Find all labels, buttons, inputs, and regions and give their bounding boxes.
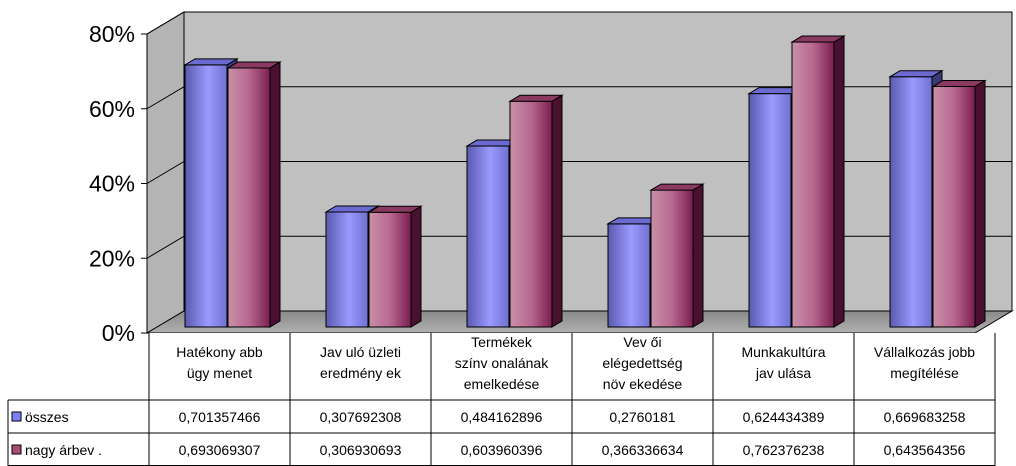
bar-side [410, 205, 422, 328]
bar-side [551, 94, 563, 328]
data-value: 0,307692308 [320, 409, 402, 425]
category-label: elégedettség [602, 355, 682, 371]
bar-front [650, 189, 694, 328]
bar-front [325, 211, 369, 328]
data-value: 0,306930693 [320, 442, 402, 458]
y-tick-label: 0% [102, 320, 135, 346]
category-label: Munkakultúra [741, 344, 825, 360]
bar-side [269, 61, 281, 328]
y-tick-label: 80% [89, 21, 135, 47]
bar [367, 205, 423, 328]
bar-front [368, 211, 412, 328]
legend-swatch [11, 444, 22, 455]
bar-front [509, 100, 553, 328]
data-value: 0,624434389 [743, 409, 825, 425]
category-label: emelkedése [464, 376, 540, 392]
y-tick-label: 20% [89, 245, 135, 271]
bar-front [466, 145, 510, 328]
gridline [146, 235, 1012, 259]
category-label: Termékek [471, 334, 533, 350]
data-value: 0,2760181 [609, 409, 675, 425]
bar-top [508, 94, 564, 102]
series-name: nagy árbev . [25, 442, 102, 458]
category-label: jav ulása [755, 365, 811, 381]
data-value: 0,701357466 [179, 409, 261, 425]
bar-front [227, 67, 271, 328]
bar-top [367, 205, 423, 213]
data-value: 0,366336634 [602, 442, 684, 458]
bar-front [607, 223, 651, 328]
bar-top [226, 61, 282, 69]
bar [649, 183, 705, 328]
category-label: Vállalkozás jobb [874, 344, 975, 360]
bar-side [974, 79, 986, 328]
data-value: 0,643564356 [884, 442, 966, 458]
gridline [146, 161, 1012, 184]
data-value: 0,669683258 [884, 409, 966, 425]
gridline [146, 11, 1012, 35]
bar-top [888, 70, 944, 78]
legend-swatch [11, 411, 22, 422]
bar [931, 79, 987, 328]
bar-front [889, 76, 933, 328]
category-label: Jav uló üzleti [320, 344, 401, 360]
bar-side [692, 183, 704, 328]
category-label: színv onalának [455, 355, 549, 371]
bar [508, 94, 564, 328]
series-name: összes [25, 409, 69, 425]
data-value: 0,762376238 [743, 442, 825, 458]
bar-top [790, 35, 846, 43]
category-label: ügy menet [187, 365, 252, 381]
bar [226, 61, 282, 328]
bar-side [833, 35, 845, 328]
category-label: eredmény ek [320, 365, 402, 381]
bar-top [324, 205, 380, 213]
bar-top [649, 183, 705, 191]
y-tick-label: 40% [89, 171, 135, 197]
bar [888, 69, 944, 328]
category-label: megítélése [890, 365, 959, 381]
bar-front [932, 85, 976, 328]
category-label: növ ekedése [603, 376, 683, 392]
bar [790, 35, 846, 328]
category-label: Hatékony abb [176, 344, 263, 360]
bar-front [184, 64, 228, 328]
data-value: 0,603960396 [461, 442, 543, 458]
bar-front [791, 41, 835, 328]
bar-front [748, 93, 792, 328]
gridline [146, 86, 1012, 110]
bar-top [931, 79, 987, 87]
data-value: 0,693069307 [179, 442, 261, 458]
category-label: Vev ői [623, 334, 661, 350]
y-tick-label: 60% [89, 96, 135, 122]
bar-top [183, 58, 239, 66]
data-value: 0,484162896 [461, 409, 543, 425]
